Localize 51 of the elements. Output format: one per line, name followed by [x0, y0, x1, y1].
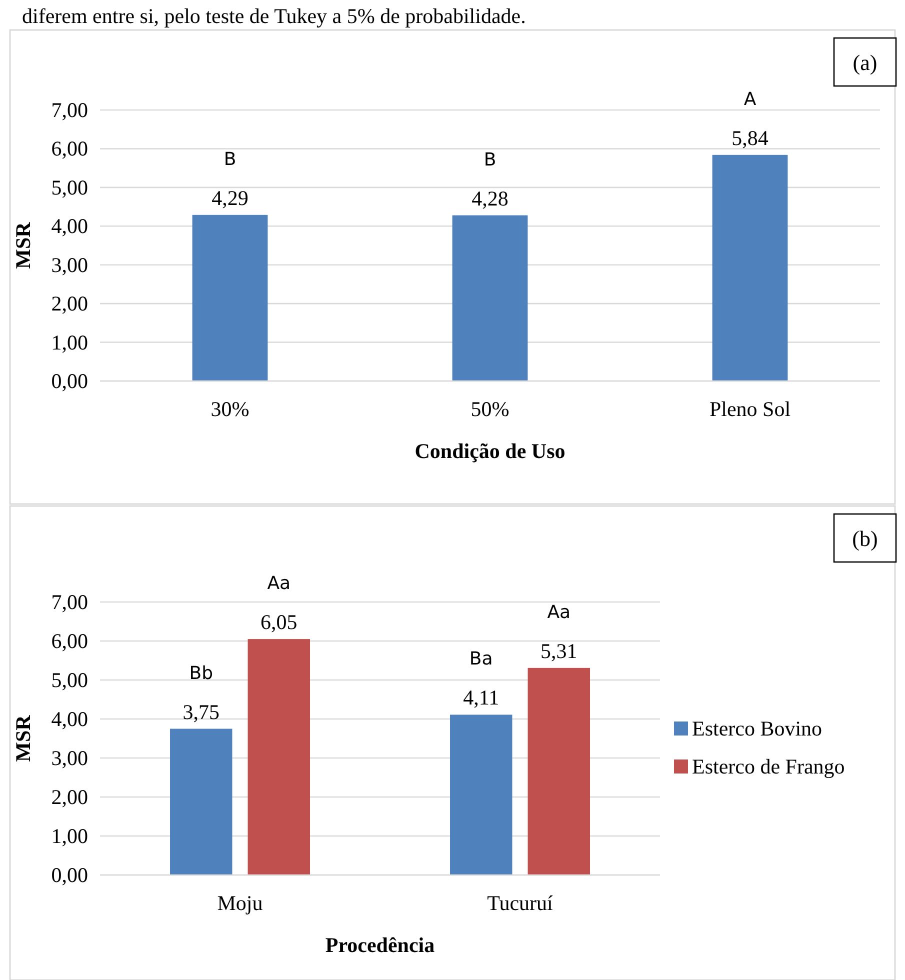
chart-title: diferem entre si, pelo teste de Tukey a 5% de probabilidade.: [22, 4, 526, 28]
data-label: 4,11: [463, 686, 500, 710]
y-tick-label: 0,00: [51, 863, 88, 887]
x-axis-title: Condição de Uso: [414, 439, 566, 463]
data-label: 3,75: [182, 700, 220, 724]
annotation: B: [224, 148, 236, 170]
y-tick-label: 5,00: [51, 175, 88, 200]
bar: [248, 639, 310, 875]
data-label: 4,29: [212, 186, 248, 210]
bar: [712, 154, 788, 381]
y-axis-title: MSR: [11, 221, 35, 269]
data-label: 6,05: [260, 610, 298, 634]
annotation: A: [744, 88, 757, 110]
x-tick-label: Pleno Sol: [709, 397, 791, 421]
annotation: B: [484, 149, 496, 170]
text: (a): [852, 50, 878, 75]
bar: [192, 214, 268, 381]
data-label: 4,28: [472, 186, 508, 210]
y-tick-label: 3,00: [51, 746, 88, 770]
text: Aa: [267, 573, 291, 594]
bar: [452, 215, 528, 381]
annotation: Ba: [469, 648, 493, 670]
y-tick-label: 6,00: [51, 629, 88, 653]
data-label: 5,84: [732, 126, 769, 150]
bar: [528, 668, 590, 875]
y-tick-label: 4,00: [51, 707, 88, 731]
x-tick-label: Moju: [217, 891, 264, 915]
y-tick-label: 7,00: [51, 98, 88, 122]
y-tick-label: 4,00: [51, 214, 88, 238]
y-tick-label: 1,00: [51, 330, 88, 354]
y-tick-label: 3,00: [51, 252, 88, 277]
y-tick-label: 2,00: [51, 785, 88, 809]
y-tick-label: 1,00: [51, 824, 88, 848]
bar: [170, 728, 232, 875]
x-tick-label: 50%: [470, 397, 510, 421]
legend-label: Esterco de Frango: [692, 754, 845, 778]
y-tick-label: 6,00: [51, 136, 88, 161]
annotation: Aa: [547, 602, 571, 623]
x-axis-title: Procedência: [325, 933, 436, 957]
legend-label: Esterco Bovino: [692, 716, 822, 740]
data-label: 5,31: [540, 638, 578, 663]
annotation: Bb: [189, 662, 213, 684]
y-tick-label: 0,00: [51, 369, 88, 393]
bar: [450, 714, 512, 875]
text: (b): [852, 526, 878, 551]
x-tick-label: 30%: [210, 397, 250, 421]
y-axis-title: MSR: [11, 714, 35, 762]
y-tick-label: 7,00: [51, 590, 88, 614]
y-tick-label: 5,00: [51, 668, 88, 692]
x-tick-label: Tucuruí: [487, 891, 554, 915]
y-tick-label: 2,00: [51, 292, 88, 316]
